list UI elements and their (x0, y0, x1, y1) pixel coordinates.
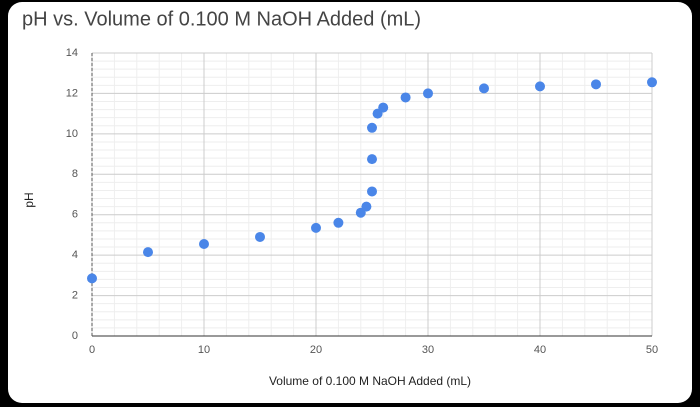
y-tick-label: 6 (72, 209, 78, 221)
x-tick-label: 20 (310, 344, 322, 356)
point (400, 92, 411, 103)
x-tick-label: 50 (646, 344, 658, 356)
x-tick-label: 30 (422, 344, 434, 356)
x-tick-label: 10 (198, 344, 210, 356)
point (647, 77, 657, 88)
card (8, 2, 692, 403)
point (367, 154, 377, 165)
y-tick-label: 4 (72, 249, 78, 261)
x-tick-label: 0 (89, 344, 95, 356)
point (367, 186, 377, 197)
point (87, 273, 97, 284)
y-tick-label: 10 (66, 128, 78, 140)
chart-title: pH vs. Volume of 0.100 M NaOH Added (mL) (22, 8, 421, 30)
y-tick-label: 0 (72, 330, 78, 342)
point (535, 81, 545, 92)
x-axis-label: Volume of 0.100 M NaOH Added (mL) (269, 374, 471, 388)
point (143, 247, 153, 258)
point (255, 231, 265, 242)
y-tick-label: 12 (66, 87, 78, 99)
x-tick-label: 40 (534, 344, 546, 356)
point (367, 122, 377, 133)
y-tick-label: 2 (72, 289, 78, 301)
point (311, 222, 321, 233)
y-tick-label: 14 (66, 47, 78, 59)
point (333, 217, 344, 228)
point (361, 201, 372, 212)
point (199, 239, 209, 250)
point (479, 83, 489, 94)
point (423, 88, 433, 99)
y-tick-label: 8 (72, 168, 78, 180)
y-axis-label: pH (22, 192, 36, 207)
point (378, 102, 389, 113)
point (591, 79, 601, 90)
